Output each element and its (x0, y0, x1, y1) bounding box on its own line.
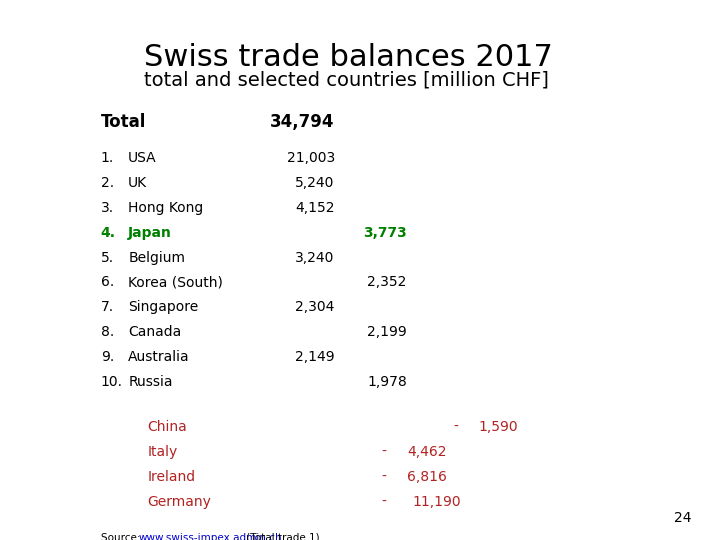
Text: Russia: Russia (128, 375, 173, 389)
Text: 11,190: 11,190 (412, 495, 461, 509)
Text: -: - (382, 445, 387, 459)
Text: 7.: 7. (101, 300, 114, 314)
Text: China: China (148, 420, 187, 434)
Text: 2.: 2. (101, 176, 114, 190)
Text: Korea (South): Korea (South) (128, 275, 223, 289)
Text: 3,773: 3,773 (363, 226, 407, 240)
Text: Swiss trade balances 2017: Swiss trade balances 2017 (144, 43, 553, 72)
Text: total and selected countries [million CHF]: total and selected countries [million CH… (144, 70, 549, 89)
Text: 4,462: 4,462 (407, 445, 446, 459)
Text: UK: UK (128, 176, 148, 190)
Text: 1,978: 1,978 (367, 375, 407, 389)
Text: Australia: Australia (128, 350, 190, 364)
Text: 21,003: 21,003 (287, 151, 335, 165)
Text: 5,240: 5,240 (295, 176, 335, 190)
Text: 2,352: 2,352 (367, 275, 407, 289)
Text: -: - (382, 470, 387, 484)
Text: -: - (454, 420, 459, 434)
Text: 1.: 1. (101, 151, 114, 165)
Text: Canada: Canada (128, 325, 181, 339)
Text: 2,149: 2,149 (295, 350, 335, 364)
Text: 5.: 5. (101, 251, 114, 265)
Text: 6,816: 6,816 (407, 470, 446, 484)
Text: 4,152: 4,152 (295, 201, 335, 215)
Text: 8.: 8. (101, 325, 114, 339)
Text: Ireland: Ireland (148, 470, 196, 484)
Text: Total: Total (101, 113, 146, 131)
Text: USA: USA (128, 151, 157, 165)
Text: 3.: 3. (101, 201, 114, 215)
Text: Source:: Source: (101, 533, 143, 540)
Text: -: - (382, 495, 387, 509)
Text: 3,240: 3,240 (295, 251, 335, 265)
Text: 9.: 9. (101, 350, 114, 364)
Text: Hong Kong: Hong Kong (128, 201, 204, 215)
Text: 34,794: 34,794 (270, 113, 335, 131)
Text: Singapore: Singapore (128, 300, 199, 314)
Text: 1,590: 1,590 (479, 420, 518, 434)
Text: Belgium: Belgium (128, 251, 185, 265)
Text: www.swiss-impex.admin.ch: www.swiss-impex.admin.ch (138, 533, 282, 540)
Text: 10.: 10. (101, 375, 123, 389)
Text: Japan: Japan (128, 226, 172, 240)
Text: Italy: Italy (148, 445, 178, 459)
Text: Germany: Germany (148, 495, 212, 509)
Text: 24: 24 (674, 511, 691, 525)
Text: 4.: 4. (101, 226, 116, 240)
Text: 6.: 6. (101, 275, 114, 289)
Text: 2,304: 2,304 (295, 300, 335, 314)
Text: 2,199: 2,199 (367, 325, 407, 339)
Text: (Total trade 1): (Total trade 1) (243, 533, 319, 540)
